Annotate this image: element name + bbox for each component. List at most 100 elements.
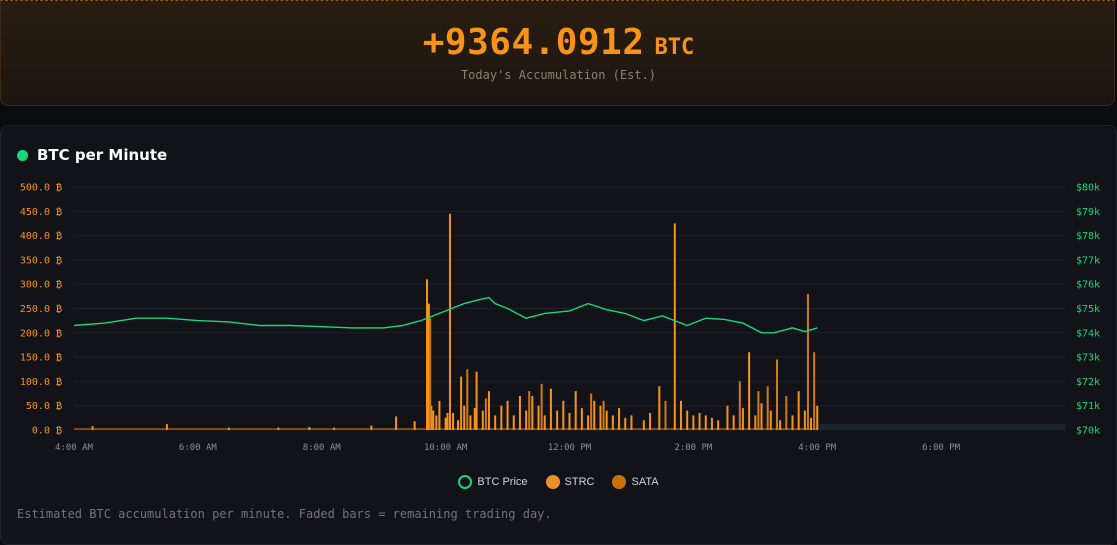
strc-bar [500, 405, 503, 430]
y-left-tick-label: 150.0 ₿ [20, 353, 62, 364]
strc-bar [642, 420, 645, 430]
strc-bar [438, 400, 441, 430]
y-left-tick-label: 200.0 ₿ [20, 328, 62, 339]
strc-bar [395, 416, 398, 430]
strc-bar [444, 417, 447, 430]
accumulation-banner [0, 0, 1115, 106]
y-left-tick-label: 400.0 ₿ [20, 231, 62, 242]
strc-bar [432, 410, 435, 430]
chart-panel [0, 125, 1117, 545]
legend-item[interactable]: BTC Price [458, 475, 528, 489]
strc-bar [816, 405, 819, 430]
strc-bar [518, 395, 521, 430]
panel-title: BTC per Minute [17, 146, 167, 164]
y-right-tick-label: $71k [1076, 401, 1100, 412]
legend-swatch-icon [458, 475, 473, 489]
strc-bar [726, 405, 729, 430]
sata-bar [484, 398, 487, 430]
strc-bar [91, 426, 94, 430]
strc-bar [435, 415, 438, 430]
legend-item[interactable]: SATA [612, 475, 659, 489]
sata-bar [806, 293, 809, 430]
strc-bar [469, 415, 472, 430]
chart-legend: BTC Price STRC SATA [0, 475, 1117, 489]
strc-bar [717, 420, 720, 430]
strc-bar [649, 412, 652, 430]
x-tick-label: 6:00 AM [179, 443, 218, 453]
legend-label: STRC [564, 476, 595, 488]
strc-bar [574, 391, 577, 430]
y-right-tick-label: $76k [1076, 280, 1100, 291]
sata-bar [766, 386, 769, 430]
y-right-tick-label: $77k [1076, 255, 1100, 266]
x-tick-label: 10:00 AM [424, 443, 468, 453]
strc-bar [599, 405, 602, 430]
strc-bar [556, 410, 559, 430]
x-tick-label: 8:00 AM [303, 443, 342, 453]
strc-bar [543, 415, 546, 430]
legend-swatch-icon [545, 475, 560, 489]
strc-bar [512, 415, 515, 430]
strc-bar [277, 427, 280, 430]
legend-item[interactable]: STRC [545, 475, 595, 489]
strc-bar [769, 410, 772, 430]
strc-bar [531, 395, 534, 430]
strc-bar [475, 371, 478, 430]
strc-bar [426, 279, 429, 430]
y-left-tick-label: 0.0 ₿ [32, 426, 62, 437]
y-left-tick-label: 250.0 ₿ [20, 304, 62, 315]
strc-bar [494, 415, 497, 430]
strc-bar [732, 415, 735, 430]
strc-bar [562, 400, 565, 430]
sata-bar [775, 359, 778, 430]
accumulation-amount: +9364.0912 [422, 22, 645, 63]
strc-bar [487, 391, 490, 430]
x-tick-label: 4:00 PM [798, 443, 837, 453]
y-right-tick-label: $75k [1076, 304, 1100, 315]
strc-bar [446, 412, 449, 430]
strc-bar [308, 427, 311, 430]
y-right-tick-label: $73k [1076, 353, 1100, 364]
legend-label: SATA [631, 476, 659, 488]
accumulation-unit: BTC [654, 35, 695, 60]
strc-bar [370, 425, 373, 430]
strc-bar [593, 400, 596, 430]
strc-bar [673, 223, 676, 430]
strc-bar [741, 408, 744, 430]
strc-bar [463, 405, 466, 430]
strc-bar [797, 391, 800, 430]
strc-bar [165, 424, 168, 430]
strc-bar [506, 400, 509, 430]
sata-bar [785, 395, 788, 430]
sata-bar [664, 400, 667, 430]
accumulation-total: +9364.0912 BTC [0, 22, 1117, 63]
y-right-tick-label: $78k [1076, 231, 1100, 242]
y-right-tick-label: $79k [1076, 207, 1100, 218]
remaining-day-region [817, 424, 1065, 430]
strc-bar [473, 408, 476, 430]
sata-bar [466, 369, 469, 430]
strc-bar [624, 417, 627, 430]
x-tick-label: 12:00 PM [548, 443, 592, 453]
strc-bar [618, 408, 621, 430]
strc-bar [448, 213, 451, 430]
panel-title-text: BTC per Minute [37, 146, 168, 164]
strc-bar [605, 410, 608, 430]
accumulation-caption: Today's Accumulation (Est.) [460, 68, 657, 82]
y-left-tick-label: 350.0 ₿ [20, 255, 62, 266]
strc-bar [710, 417, 713, 430]
y-right-tick-label: $72k [1076, 377, 1100, 388]
strc-bar [630, 415, 633, 430]
sata-bar [590, 393, 593, 430]
strc-bar [452, 412, 455, 430]
strc-bar [704, 415, 707, 430]
strc-bar [686, 410, 689, 430]
strc-bar [430, 405, 433, 430]
y-right-tick-label: $70k [1076, 426, 1100, 437]
sata-bar [738, 381, 741, 430]
strc-bar [481, 410, 484, 430]
strc-bar [810, 417, 813, 430]
strc-bar [427, 303, 430, 430]
strc-bar [698, 412, 701, 430]
sata-bar [602, 400, 605, 430]
